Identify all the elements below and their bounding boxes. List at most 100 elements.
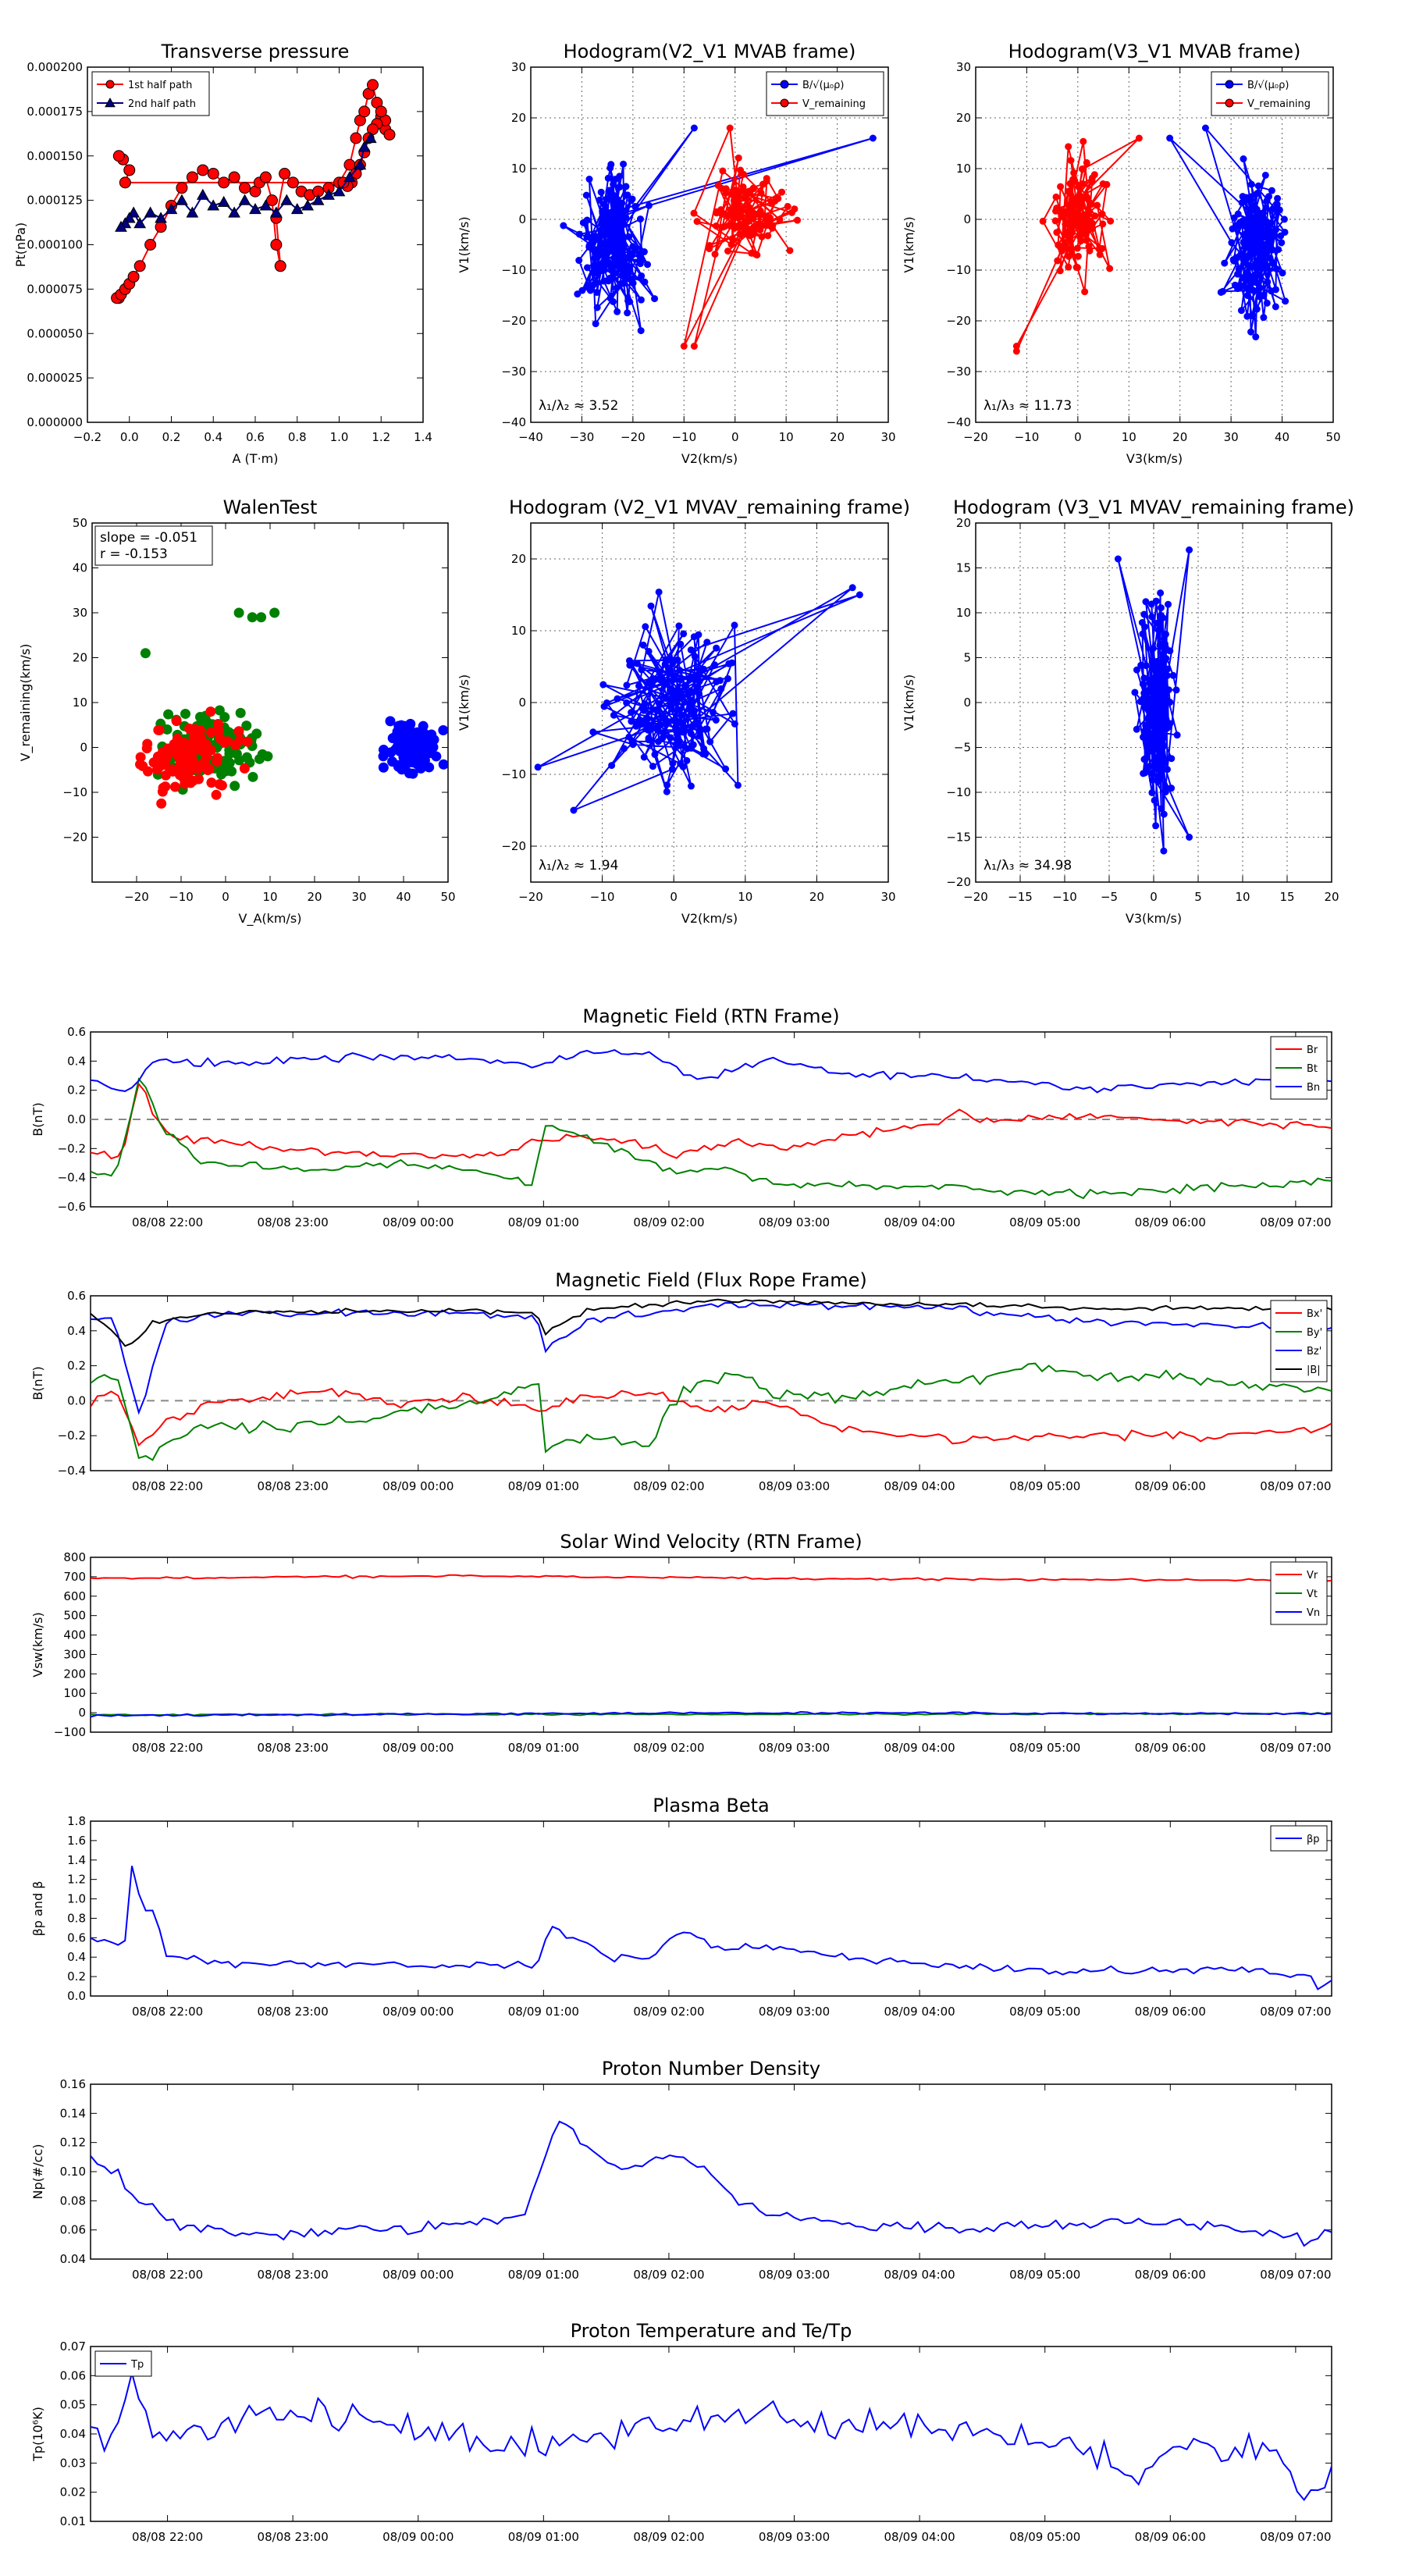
data-point (1080, 137, 1087, 145)
data-point (756, 226, 764, 234)
data-point (655, 700, 663, 708)
data-point (1265, 193, 1273, 201)
x-tick-label: 1.4 (414, 430, 432, 444)
data-point (706, 241, 713, 249)
legend-label: |B| (1307, 1364, 1321, 1376)
y-tick-label: −20 (501, 314, 526, 328)
data-point (1148, 658, 1156, 666)
data-point (144, 206, 157, 218)
data-point (727, 222, 735, 229)
data-point (735, 154, 742, 162)
data-point (647, 602, 655, 610)
data-point (385, 716, 396, 727)
data-point (587, 233, 595, 241)
data-point (667, 734, 674, 742)
data-point (603, 699, 610, 706)
data-point (591, 254, 599, 262)
data-point (609, 210, 617, 218)
x-tick-label: 15 (1279, 890, 1294, 904)
series-line-2 (91, 1301, 1332, 1415)
data-point (1154, 619, 1161, 627)
data-point (628, 195, 636, 203)
data-point (407, 756, 418, 767)
x-tick-label: 08/08 22:00 (132, 2268, 203, 2282)
y-tick-label: 1.0 (67, 1892, 86, 1906)
data-point (1160, 847, 1168, 855)
data-point (597, 230, 605, 238)
plot-frame (90, 2346, 1332, 2522)
data-point (1069, 222, 1077, 230)
data-point (640, 706, 648, 714)
data-point (256, 612, 267, 623)
data-point (693, 218, 701, 226)
y-tick-label: −10 (946, 263, 971, 277)
y-tick-label: 0.05 (60, 2398, 86, 2412)
data-point (207, 199, 220, 211)
data-point (687, 689, 695, 697)
data-point (383, 128, 396, 141)
y-tick-label: 0 (963, 696, 971, 710)
data-point (788, 208, 796, 216)
data-point (1090, 171, 1098, 179)
data-point (1278, 239, 1286, 247)
x-tick-label: 20 (307, 890, 322, 904)
data-point (270, 239, 283, 251)
data-point (1249, 286, 1257, 294)
data-point (133, 260, 146, 272)
x-tick-label: 08/09 07:00 (1260, 1215, 1331, 1229)
data-point (1096, 251, 1104, 258)
legend-box (1211, 71, 1329, 116)
data-point (640, 753, 648, 761)
data-point (600, 277, 608, 285)
data-point (1263, 299, 1271, 307)
y-tick-label: 0.4 (67, 1950, 86, 1964)
y-axis-label: Np(#/cc) (30, 2144, 45, 2200)
y-tick-label: 10 (956, 162, 971, 176)
data-point (603, 195, 610, 203)
data-point (758, 233, 766, 240)
data-point (211, 789, 222, 800)
x-tick-label: 08/09 01:00 (508, 1215, 579, 1229)
data-point (1169, 671, 1177, 679)
data-point (311, 194, 325, 205)
data-point (750, 185, 758, 193)
data-point (1158, 678, 1165, 685)
data-point (794, 216, 802, 224)
data-point (626, 297, 634, 305)
y-tick-label: −0.4 (58, 1171, 86, 1185)
data-point (663, 781, 671, 789)
x-tick-label: 08/09 06:00 (1135, 1479, 1206, 1493)
data-point (724, 247, 732, 255)
data-point (649, 675, 656, 683)
legend-marker (105, 97, 116, 108)
data-point (774, 194, 782, 202)
data-point (655, 588, 663, 596)
data-point (247, 612, 258, 623)
data-point (702, 750, 710, 758)
plot-area (91, 1298, 1332, 1461)
y-tick-label: 0.000100 (27, 238, 83, 252)
data-point (720, 222, 728, 230)
y-tick-label: 20 (511, 111, 526, 125)
y-tick-label: 0.000175 (27, 105, 83, 119)
x-tick-label: 08/09 07:00 (1260, 2005, 1331, 2019)
data-point (784, 203, 791, 211)
x-tick-label: 0.0 (120, 430, 139, 444)
eigen-ratio-annotation: λ₁/λ₃ ≈ 34.98 (984, 858, 1072, 873)
data-point (176, 182, 188, 194)
data-point (695, 726, 703, 734)
legend-label: B/√(μ₀ρ) (802, 80, 844, 91)
data-point (642, 623, 649, 631)
data-point (1243, 269, 1250, 277)
data-point (1079, 180, 1087, 187)
data-point (726, 124, 734, 132)
legend: Bx' By' Bz' |B| (1270, 1300, 1328, 1382)
y-tick-label: −10 (501, 767, 526, 781)
data-point (711, 251, 719, 258)
data-point (637, 327, 645, 335)
data-point (610, 711, 617, 719)
data-point (667, 699, 674, 706)
data-point (592, 320, 599, 328)
eigen-ratio-annotation: λ₁/λ₂ ≈ 1.94 (539, 858, 618, 873)
